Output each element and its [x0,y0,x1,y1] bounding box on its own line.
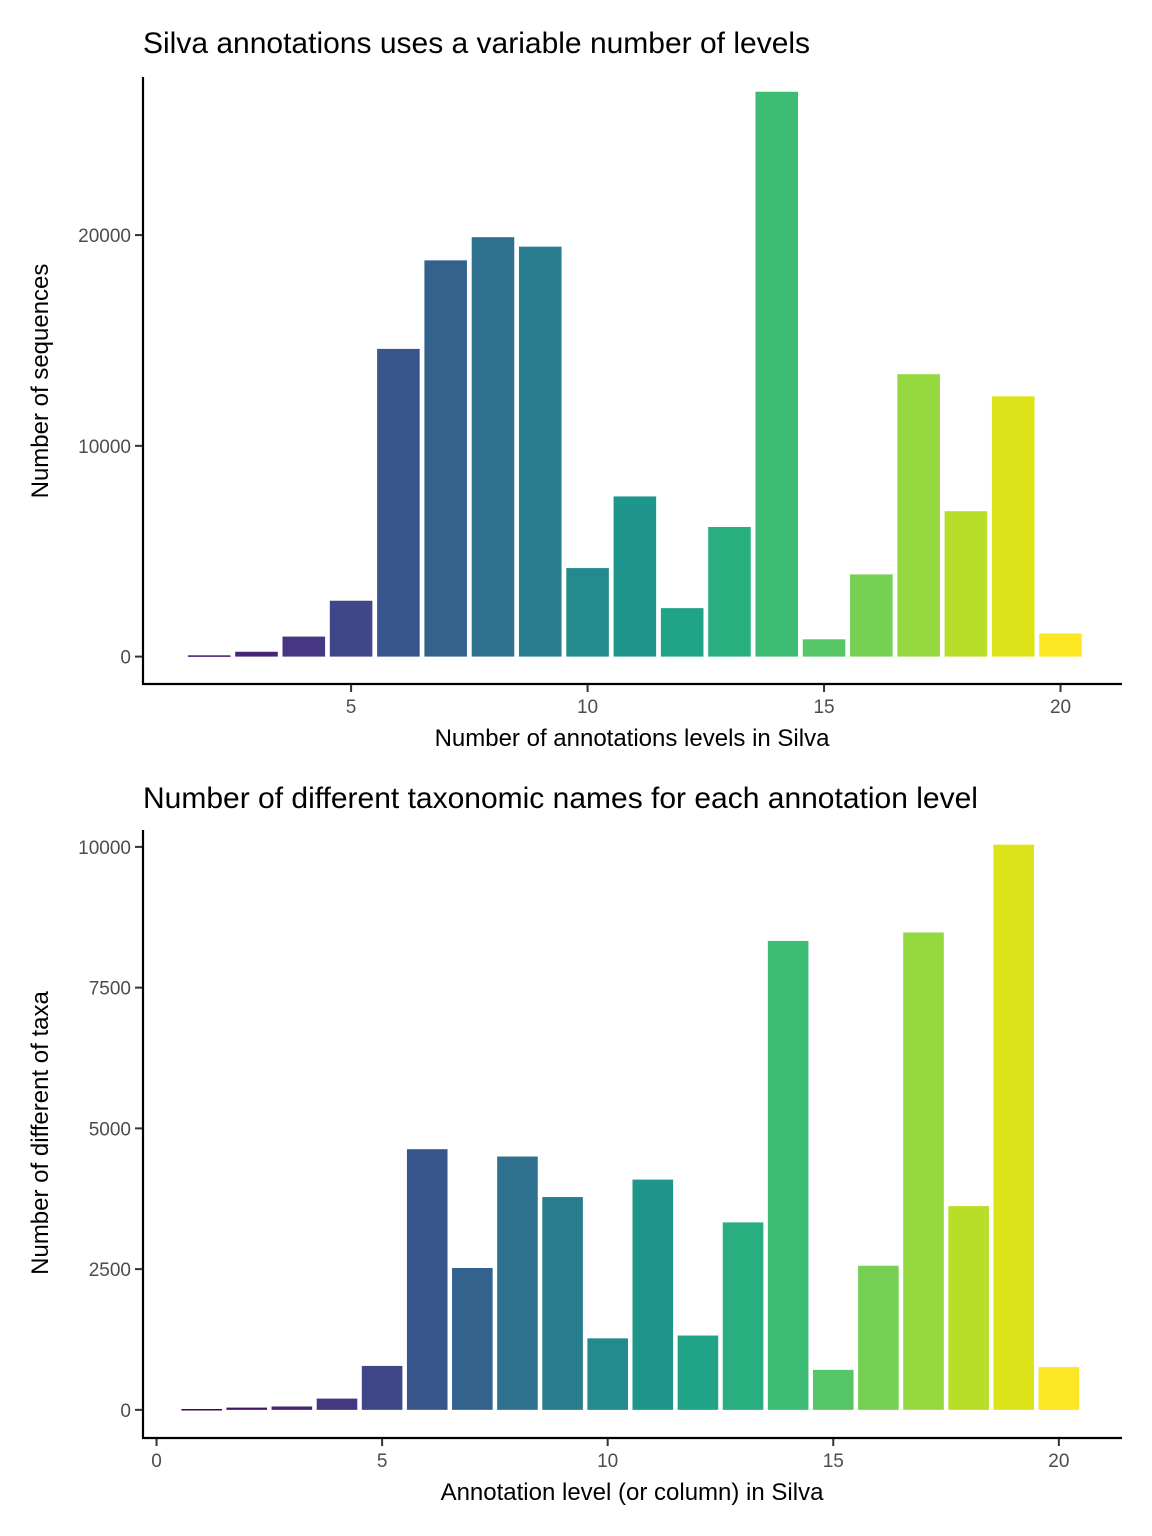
chart-2-title: Number of different taxonomic names for … [143,782,978,815]
chart-taxa-per-level: Number of different taxonomic names for … [27,782,1122,1506]
bar-level-18 [948,1206,989,1410]
x-tick-label: 20 [1050,697,1071,718]
chart-1-y-axis-title: Number of sequences [27,264,54,499]
bar-level-14 [767,940,809,1410]
bar-level-14 [755,91,799,657]
bar-level-17 [903,932,944,1410]
bar-level-19 [993,844,1035,1410]
bar-level-15 [802,639,846,657]
bar-level-17 [897,374,940,657]
y-tick-label: 2500 [89,1260,131,1281]
bar-level-8 [471,237,515,657]
chart-2-y-axis-title: Number of different of taxa [27,990,54,1274]
bar-level-7 [452,1267,493,1410]
y-tick-label: 0 [120,1401,131,1422]
chart-2-bars [181,844,1080,1411]
bar-level-10 [587,1338,628,1410]
bar-level-3 [235,651,278,657]
bar-level-6 [377,348,420,657]
x-tick-label: 10 [597,1451,618,1472]
bar-level-9 [542,1197,583,1410]
x-tick-label: 15 [823,1451,844,1472]
y-tick-label: 10000 [78,437,131,458]
bar-level-7 [424,260,467,657]
bar-level-13 [722,1222,764,1410]
bar-level-12 [660,608,704,657]
bar-level-11 [632,1179,674,1410]
bar-level-11 [613,496,657,657]
chart-1-x-ticks: 5 10 15 20 [346,684,1071,718]
bar-level-4 [282,636,326,657]
bar-level-13 [708,526,751,657]
chart-2-y-ticks: 0 2500 5000 7500 10000 [78,838,143,1422]
bar-level-10 [566,568,609,657]
y-tick-label: 5000 [89,1119,131,1140]
chart-1-x-axis-title: Number of annotations levels in Silva [435,725,831,752]
bar-level-5 [329,600,373,657]
x-tick-label: 20 [1048,1451,1069,1472]
x-tick-label: 5 [377,1451,388,1472]
x-tick-label: 15 [813,697,834,718]
y-tick-label: 0 [120,648,131,669]
bar-level-20 [1038,1367,1080,1410]
bar-level-18 [944,511,988,657]
bar-level-2 [187,655,231,657]
bar-level-16 [850,574,893,657]
bar-level-3 [271,1406,313,1410]
bar-level-6 [406,1149,448,1410]
chart-sequences-per-level: Silva annotations uses a variable number… [27,27,1122,752]
bar-level-5 [361,1365,403,1410]
bar-level-20 [1039,633,1082,657]
bar-level-9 [518,246,562,657]
bar-level-16 [858,1265,899,1410]
y-tick-label: 7500 [89,979,131,1000]
x-tick-label: 10 [577,697,598,718]
x-tick-label: 5 [346,697,357,718]
y-tick-label: 10000 [78,838,131,859]
bar-level-8 [497,1156,538,1410]
bar-level-15 [812,1369,854,1410]
x-tick-label: 0 [151,1451,162,1472]
bar-level-12 [677,1335,719,1410]
chart-2-x-axis-title: Annotation level (or column) in Silva [441,1479,825,1506]
y-tick-label: 20000 [78,226,131,247]
bar-level-1 [181,1409,222,1411]
chart-2-x-ticks: 0 5 10 15 20 [151,1438,1069,1472]
chart-1-bars [187,91,1082,657]
chart-1-title: Silva annotations uses a variable number… [143,27,810,60]
bar-level-2 [226,1407,268,1410]
bar-level-4 [316,1398,358,1410]
bar-level-19 [991,396,1035,657]
chart-1-y-ticks: 0 10000 20000 [78,226,143,669]
